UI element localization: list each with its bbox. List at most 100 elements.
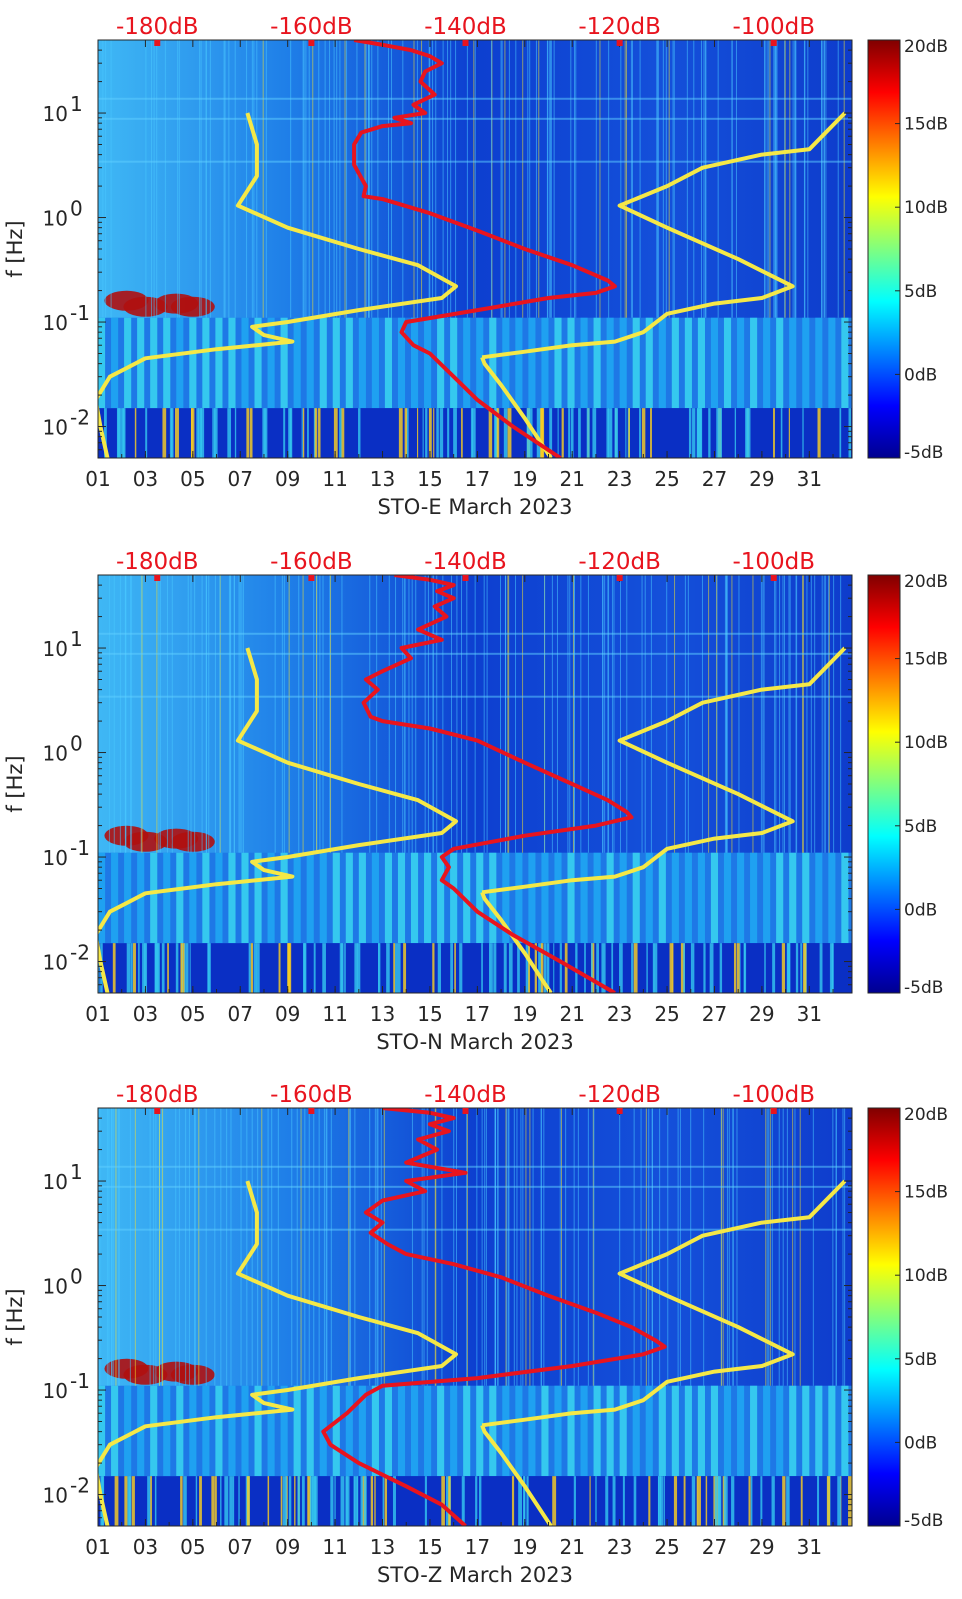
lowest-freq-streak (526, 1476, 529, 1526)
lowest-freq-streak (479, 1476, 482, 1526)
spectral-streak (556, 575, 558, 853)
spectral-streak (377, 40, 379, 318)
x-tick-label: 11 (322, 467, 347, 491)
spectral-streak (424, 575, 426, 853)
spectral-streak (149, 1108, 151, 1386)
spectral-streak (651, 1108, 653, 1386)
low-freq-stripe (345, 852, 353, 944)
low-freq-stripe (697, 1385, 705, 1477)
spectral-streak (656, 40, 658, 318)
lowest-freq-streak (308, 1476, 311, 1526)
low-freq-stripe (763, 317, 771, 409)
spectral-streak (158, 575, 160, 853)
spectral-streak (575, 40, 577, 318)
spectral-streak (844, 1108, 846, 1386)
spectral-streak (485, 1108, 487, 1386)
colorbar-label: 0dB (904, 1433, 937, 1453)
low-freq-stripe (815, 1385, 823, 1477)
top-db-label: -180dB (116, 14, 199, 40)
spectral-streak (369, 1108, 371, 1386)
spectral-streak (390, 40, 392, 318)
spectral-streak (456, 575, 458, 853)
low-freq-stripe (515, 317, 523, 409)
spectral-streak (632, 40, 634, 318)
spectral-streak (595, 40, 597, 318)
x-tick-label: 03 (133, 1535, 158, 1559)
spectral-streak (453, 1108, 455, 1386)
spectral-streak (318, 1108, 320, 1386)
lowest-freq-streak (606, 408, 609, 458)
top-db-marker (770, 575, 777, 581)
lowest-freq-streak (334, 1476, 336, 1526)
lowest-freq-streak (461, 1476, 464, 1526)
low-freq-stripe (332, 852, 340, 944)
low-freq-stripe (710, 1385, 719, 1477)
low-freq-stripe (293, 1385, 301, 1477)
lowest-freq-streak (437, 943, 441, 993)
spectral-streak (544, 575, 546, 853)
low-freq-stripe (502, 317, 510, 409)
lowest-freq-streak (848, 1476, 852, 1526)
lowest-freq-streak (552, 1476, 557, 1526)
lowest-freq-streak (353, 1476, 358, 1526)
spectral-streak (774, 575, 776, 853)
spectral-streak (783, 575, 785, 853)
lowest-freq-streak (786, 1476, 790, 1526)
low-freq-stripe (710, 317, 719, 409)
spectrogram-plot-area (98, 40, 852, 458)
spectral-streak (257, 1108, 259, 1386)
lowest-freq-streak (663, 1476, 665, 1526)
spectral-streak (769, 40, 771, 318)
lowest-freq-streak (748, 1476, 751, 1526)
lowest-freq-band (98, 943, 852, 993)
spectral-streak (506, 1108, 508, 1386)
spectral-streak (659, 1108, 661, 1386)
lowest-freq-streak (314, 408, 318, 458)
spectral-streak (812, 1108, 814, 1386)
spectral-streak (316, 575, 318, 853)
x-tick-label: 05 (180, 1535, 205, 1559)
lowest-freq-streak (596, 943, 599, 993)
lowest-freq-streak (318, 408, 321, 458)
spectral-streak (650, 575, 652, 853)
spectral-streak (141, 575, 143, 853)
low-freq-stripe (593, 317, 601, 409)
x-tick-label: 31 (797, 467, 822, 491)
low-freq-stripe (450, 852, 458, 944)
colorbar-label: -5dB (904, 443, 943, 463)
lowest-freq-streak (374, 1476, 376, 1526)
lowest-freq-streak (848, 408, 852, 458)
x-tick-label: 27 (702, 1002, 727, 1026)
low-freq-stripe (450, 317, 458, 409)
low-freq-stripe (697, 317, 705, 409)
spectral-streak (665, 40, 667, 318)
low-freq-stripe (332, 317, 340, 409)
spectral-streak (145, 40, 147, 318)
spectral-streak (626, 40, 628, 318)
low-freq-stripe (397, 1385, 406, 1477)
spectral-streak (134, 1108, 136, 1386)
low-freq-stripe (658, 852, 666, 944)
spectral-streak (703, 40, 705, 318)
lowest-freq-streak (673, 1476, 678, 1526)
spectral-streak (368, 40, 370, 318)
spectral-streak (251, 40, 253, 318)
spectral-streak (760, 575, 762, 853)
spectral-streak (648, 1108, 650, 1386)
spectral-streak (341, 575, 343, 853)
spectral-streak (408, 575, 410, 853)
lowest-freq-streak (633, 1476, 637, 1526)
lowest-freq-streak (184, 943, 186, 993)
lowest-freq-streak (611, 943, 614, 993)
spectral-streak (283, 575, 285, 853)
low-freq-stripe (802, 1385, 810, 1477)
spectral-streak (668, 40, 670, 318)
spectral-streak (613, 575, 615, 853)
low-freq-stripe (228, 852, 236, 944)
low-freq-stripe (710, 852, 719, 944)
low-freq-stripe (528, 1385, 536, 1477)
x-tick-label: 17 (465, 1002, 490, 1026)
spectral-streak (752, 575, 754, 853)
spectral-streak (267, 1108, 269, 1386)
lowest-freq-streak (559, 943, 562, 993)
